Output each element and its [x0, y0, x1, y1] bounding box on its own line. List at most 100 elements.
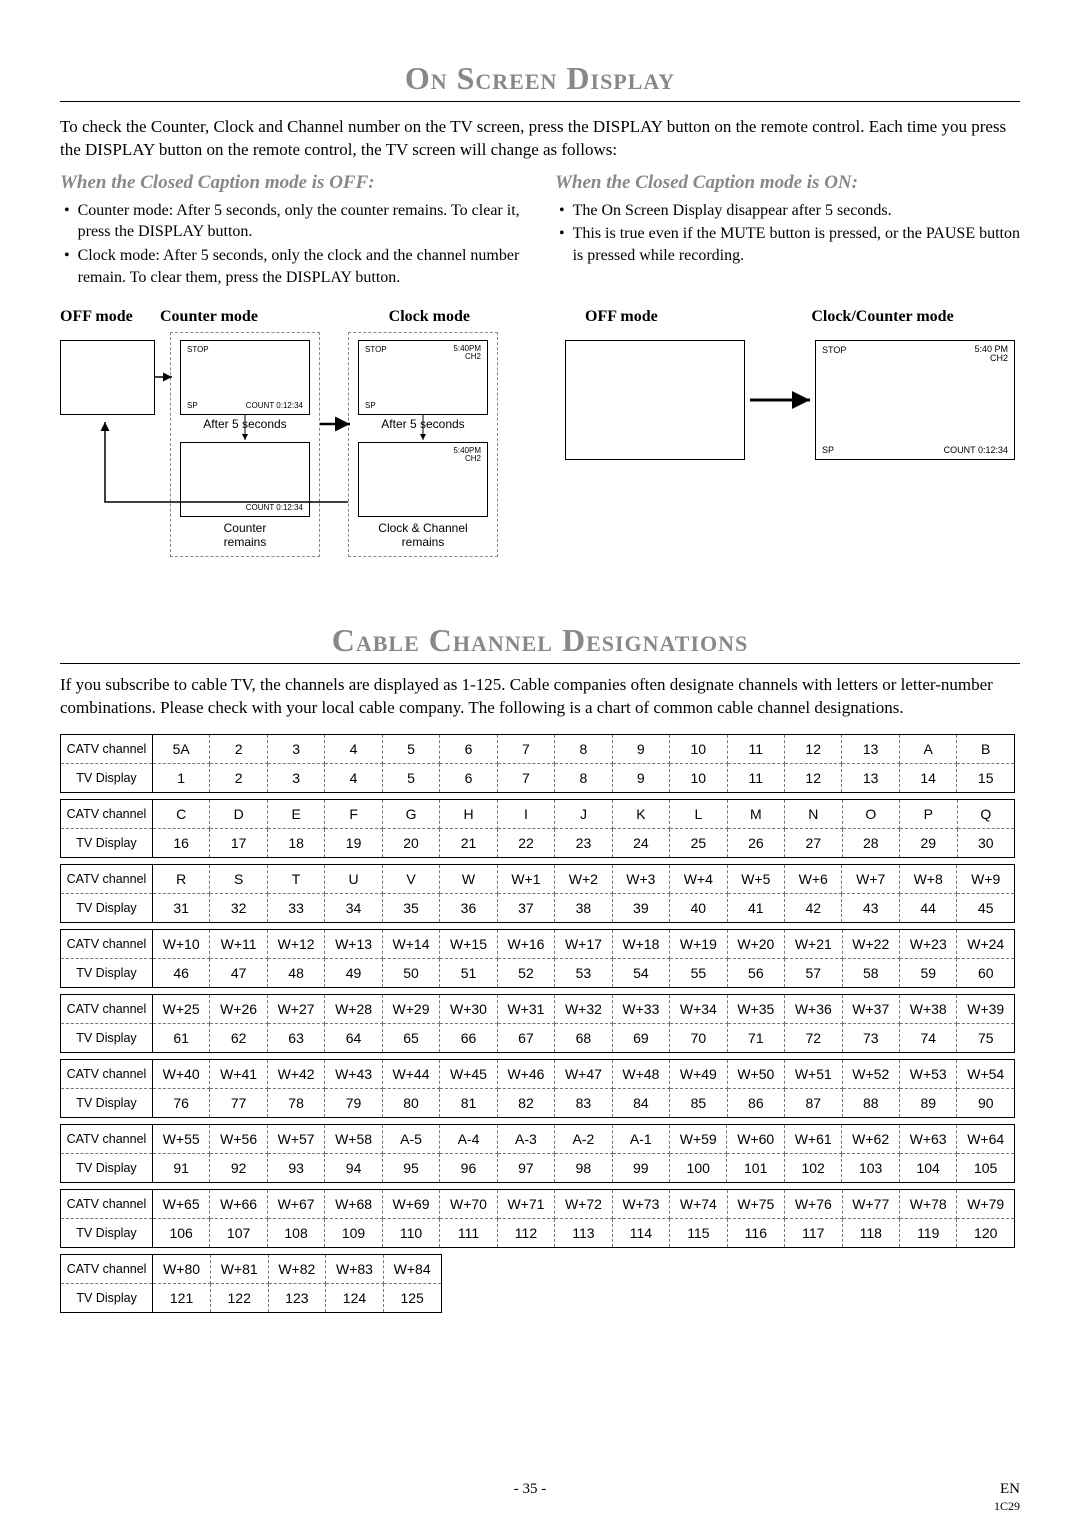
- label-counter: Counter mode: [160, 308, 320, 326]
- tv-cell: 99: [612, 1154, 669, 1183]
- tv-cell: 71: [727, 1024, 784, 1053]
- catv-cell: W+42: [267, 1060, 324, 1089]
- tv-cell: 26: [727, 829, 784, 858]
- tv-cell: 31: [152, 894, 209, 923]
- catv-cell: 12: [784, 735, 841, 764]
- tv-cell: 30: [957, 829, 1014, 858]
- catv-cell: W+40: [152, 1060, 209, 1089]
- catv-cell: F: [325, 800, 382, 829]
- catv-cell: W+72: [555, 1190, 612, 1219]
- tv-cell: 38: [555, 894, 612, 923]
- tv-cell: 17: [210, 829, 267, 858]
- catv-cell: W+20: [727, 930, 784, 959]
- catv-cell: 7: [497, 735, 554, 764]
- tv-cell: 9: [612, 764, 669, 793]
- tv-cell: 119: [900, 1219, 957, 1248]
- tv-cell: 49: [325, 959, 382, 988]
- row-label-catv: CATV channel: [61, 995, 153, 1024]
- catv-cell: W+27: [267, 995, 324, 1024]
- row-label-tv: TV Display: [61, 1284, 153, 1313]
- tv-cell: 40: [670, 894, 727, 923]
- page-number: - 35 -: [60, 1481, 1000, 1498]
- tv-cell: 80: [382, 1089, 439, 1118]
- tv-cell: 86: [727, 1089, 784, 1118]
- catv-cell: Q: [957, 800, 1014, 829]
- catv-cell: W+64: [957, 1125, 1015, 1154]
- tv-cell: 27: [785, 829, 842, 858]
- channel-tables: CATV channel5A2345678910111213ABTV Displ…: [60, 734, 1020, 1313]
- catv-cell: W+45: [440, 1060, 497, 1089]
- tv-cell: 90: [957, 1089, 1015, 1118]
- tv-cell: 94: [325, 1154, 382, 1183]
- tv-cell: 16: [152, 829, 209, 858]
- catv-cell: W+1: [497, 865, 554, 894]
- channel-group: CATV channelW+25W+26W+27W+28W+29W+30W+31…: [60, 994, 1015, 1053]
- catv-cell: O: [842, 800, 899, 829]
- catv-cell: D: [210, 800, 267, 829]
- catv-cell: W+24: [957, 930, 1015, 959]
- catv-cell: W+10: [152, 930, 209, 959]
- row-label-catv: CATV channel: [61, 930, 153, 959]
- catv-cell: L: [670, 800, 727, 829]
- catv-cell: A-1: [612, 1125, 669, 1154]
- catv-cell: W+53: [900, 1060, 957, 1089]
- tv-cell: 15: [957, 764, 1015, 793]
- tv-cell: 32: [210, 894, 267, 923]
- tv-cell: 51: [440, 959, 497, 988]
- tv-cell: 48: [267, 959, 324, 988]
- tv-cell: 123: [268, 1284, 326, 1313]
- channel-group: CATV channelW+40W+41W+42W+43W+44W+45W+46…: [60, 1059, 1015, 1118]
- tv-cell: 68: [555, 1024, 612, 1053]
- tv-cell: 111: [440, 1219, 497, 1248]
- channel-group: CATV channelW+55W+56W+57W+58A-5A-4A-3A-2…: [60, 1124, 1015, 1183]
- tv-cell: 59: [900, 959, 957, 988]
- tv-cell: 70: [670, 1024, 727, 1053]
- catv-cell: W+16: [497, 930, 554, 959]
- tv-cell: 8: [555, 764, 612, 793]
- catv-cell: 10: [670, 735, 727, 764]
- tv-cell: 41: [727, 894, 784, 923]
- catv-cell: W+55: [152, 1125, 209, 1154]
- tv-cell: 116: [727, 1219, 784, 1248]
- tv-cell: 110: [382, 1219, 439, 1248]
- label-clock: Clock mode: [320, 308, 470, 326]
- catv-cell: W+4: [670, 865, 727, 894]
- catv-cell: W+19: [670, 930, 727, 959]
- catv-cell: 6: [440, 735, 497, 764]
- catv-cell: W+52: [842, 1060, 899, 1089]
- catv-cell: B: [957, 735, 1015, 764]
- tv-cell: 100: [670, 1154, 727, 1183]
- catv-cell: W+17: [555, 930, 612, 959]
- catv-cell: W+70: [440, 1190, 497, 1219]
- tv-cell: 55: [670, 959, 727, 988]
- catv-cell: A: [899, 735, 956, 764]
- intro2-text: If you subscribe to cable TV, the channe…: [60, 674, 1020, 720]
- cc-on-bullet: This is true even if the MUTE button is …: [559, 223, 1020, 266]
- tv-cell: 118: [842, 1219, 899, 1248]
- tv-cell: 114: [612, 1219, 669, 1248]
- catv-cell: H: [440, 800, 497, 829]
- tv-cell: 54: [612, 959, 669, 988]
- tv-cell: 37: [497, 894, 554, 923]
- catv-cell: W+58: [325, 1125, 382, 1154]
- tv-cell: 124: [326, 1284, 384, 1313]
- tv-cell: 106: [152, 1219, 209, 1248]
- cc-off-heading: When the Closed Caption mode is OFF:: [60, 172, 525, 194]
- tv-cell: 28: [842, 829, 899, 858]
- tv-cell: 19: [325, 829, 382, 858]
- catv-cell: W+61: [784, 1125, 841, 1154]
- catv-cell: 11: [727, 735, 784, 764]
- catv-cell: W+84: [383, 1255, 441, 1284]
- catv-cell: 2: [210, 735, 267, 764]
- catv-cell: 5A: [152, 735, 209, 764]
- label-off: OFF mode: [60, 308, 160, 326]
- tv-cell: 4: [325, 764, 382, 793]
- catv-cell: W+29: [382, 995, 439, 1024]
- tv-cell: 12: [784, 764, 841, 793]
- catv-cell: W+69: [382, 1190, 439, 1219]
- catv-cell: W+78: [900, 1190, 957, 1219]
- tv-cell: 102: [784, 1154, 841, 1183]
- tv-cell: 67: [497, 1024, 554, 1053]
- tv-cell: 112: [497, 1219, 554, 1248]
- channel-group: CATV channelCDEFGHIJKLMNOPQTV Display161…: [60, 799, 1015, 858]
